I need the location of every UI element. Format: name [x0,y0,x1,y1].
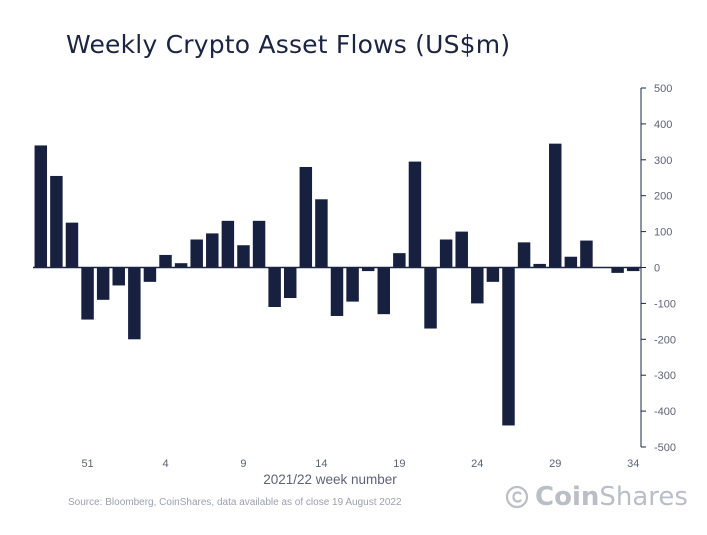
y-tick-label: -500 [654,442,676,454]
x-tick-label: 14 [315,458,327,470]
bar [626,267,640,272]
x-tick-label: 51 [81,458,93,470]
bar [81,267,94,320]
bar [143,267,157,282]
bar [455,231,468,268]
bar [393,253,406,268]
bar [315,199,328,268]
bar [174,263,188,268]
bar [330,267,344,316]
y-tick-label: -300 [654,370,676,382]
x-tick-label: 9 [240,458,246,470]
bar [549,143,562,268]
bar [346,267,359,302]
chart-title: Weekly Crypto Asset Flows (US$m) [66,30,511,59]
bar [533,263,546,268]
bar [439,239,453,268]
bar [611,267,624,273]
bar [283,267,297,299]
bar [206,233,219,268]
x-tick-label: 4 [162,458,168,470]
bar [564,256,578,268]
y-tick-label: -400 [654,406,676,418]
bar [190,239,203,268]
bar [65,222,79,268]
brand-shares-text: Shares [599,482,688,512]
bar [408,161,422,268]
brand-coin-text: Coin [535,482,600,512]
bar [580,240,593,268]
y-tick-label: 100 [654,227,672,239]
bar [502,267,515,426]
y-tick-label: 500 [654,83,672,95]
bar [221,220,235,268]
bar [268,267,281,307]
bar [377,267,390,315]
bar [517,242,531,268]
bar [252,220,266,268]
bar [50,175,63,268]
bar [96,267,110,300]
bar [299,166,313,268]
x-tick-label: 29 [549,458,561,470]
y-tick-label: 300 [654,155,672,167]
x-tick-label: 34 [627,458,639,470]
y-tick-label: 200 [654,191,672,203]
coinshares-logo: Coin Shares [505,482,688,512]
bar [486,267,500,282]
bar [159,254,172,268]
bar [112,267,125,286]
x-axis-label: 2021/22 week number [263,472,397,487]
bar [237,245,250,268]
y-tick-label: 400 [654,119,672,131]
bar [34,145,48,268]
source-note: Source: Bloomberg, CoinShares, data avai… [68,497,402,508]
x-tick-label: 19 [393,458,405,470]
y-tick-label: -100 [654,298,676,310]
bar [424,267,437,329]
bar [471,267,484,304]
coinshares-logo-icon [505,485,529,509]
bar [361,267,375,272]
y-tick-label: -200 [654,334,676,346]
x-tick-label: 24 [471,458,483,470]
bar [128,267,141,340]
y-tick-label: 0 [654,263,660,275]
